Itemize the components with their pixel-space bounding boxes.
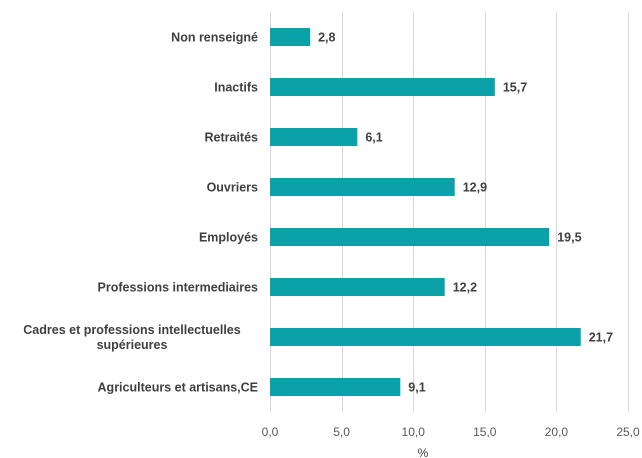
x-tick-label: 20,0 [545, 425, 569, 439]
bar [270, 328, 581, 346]
category-label: Employés [199, 231, 258, 245]
bar [270, 178, 455, 196]
value-label: 12,9 [463, 181, 487, 195]
x-tick-label: 25,0 [616, 425, 640, 439]
x-tick-label: 10,0 [402, 425, 426, 439]
bar [270, 78, 495, 96]
bar [270, 128, 358, 146]
x-tick-labels: 0,0 5,0 10,0 15,0 20,0 25,0 [262, 425, 640, 439]
category-labels: Non renseigné Inactifs Retraités Ouvriers Em… [23, 31, 258, 395]
value-labels: 2,8 15,7 6,1 12,9 19,5 12,2 21,7 9,1 [318, 31, 613, 395]
x-tick-label: 5,0 [333, 425, 350, 439]
value-label: 12,2 [453, 281, 477, 295]
category-label: Non renseigné [171, 31, 258, 45]
value-label: 6,1 [365, 131, 382, 145]
gridlines [270, 12, 629, 412]
category-label-line: Cadres et professions intellectuelles [23, 323, 240, 337]
value-label: 2,8 [318, 31, 335, 45]
category-label-line: supérieures [97, 338, 168, 352]
bar [270, 28, 311, 46]
category-label: Ouvriers [207, 181, 258, 195]
bar [270, 378, 401, 396]
value-label: 9,1 [408, 381, 425, 395]
value-label: 15,7 [503, 81, 527, 95]
category-label: Agriculteurs et artisans,CE [98, 381, 258, 395]
category-label: Professions intermediaires [98, 281, 259, 295]
bar [270, 228, 550, 246]
bar [270, 278, 445, 296]
x-tick-label: 15,0 [473, 425, 497, 439]
x-axis-title: % [418, 446, 429, 458]
value-label: 19,5 [557, 231, 581, 245]
category-label: Cadres et professions intellectuelles sup… [23, 323, 240, 352]
bars [270, 28, 581, 396]
value-label: 21,7 [589, 331, 613, 345]
category-label: Retraités [205, 131, 259, 145]
category-label: Inactifs [214, 81, 258, 95]
x-tick-label: 0,0 [262, 425, 279, 439]
